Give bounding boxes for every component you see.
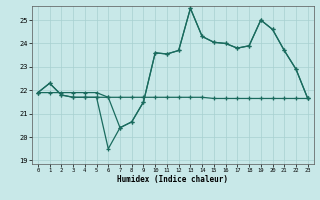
- X-axis label: Humidex (Indice chaleur): Humidex (Indice chaleur): [117, 175, 228, 184]
